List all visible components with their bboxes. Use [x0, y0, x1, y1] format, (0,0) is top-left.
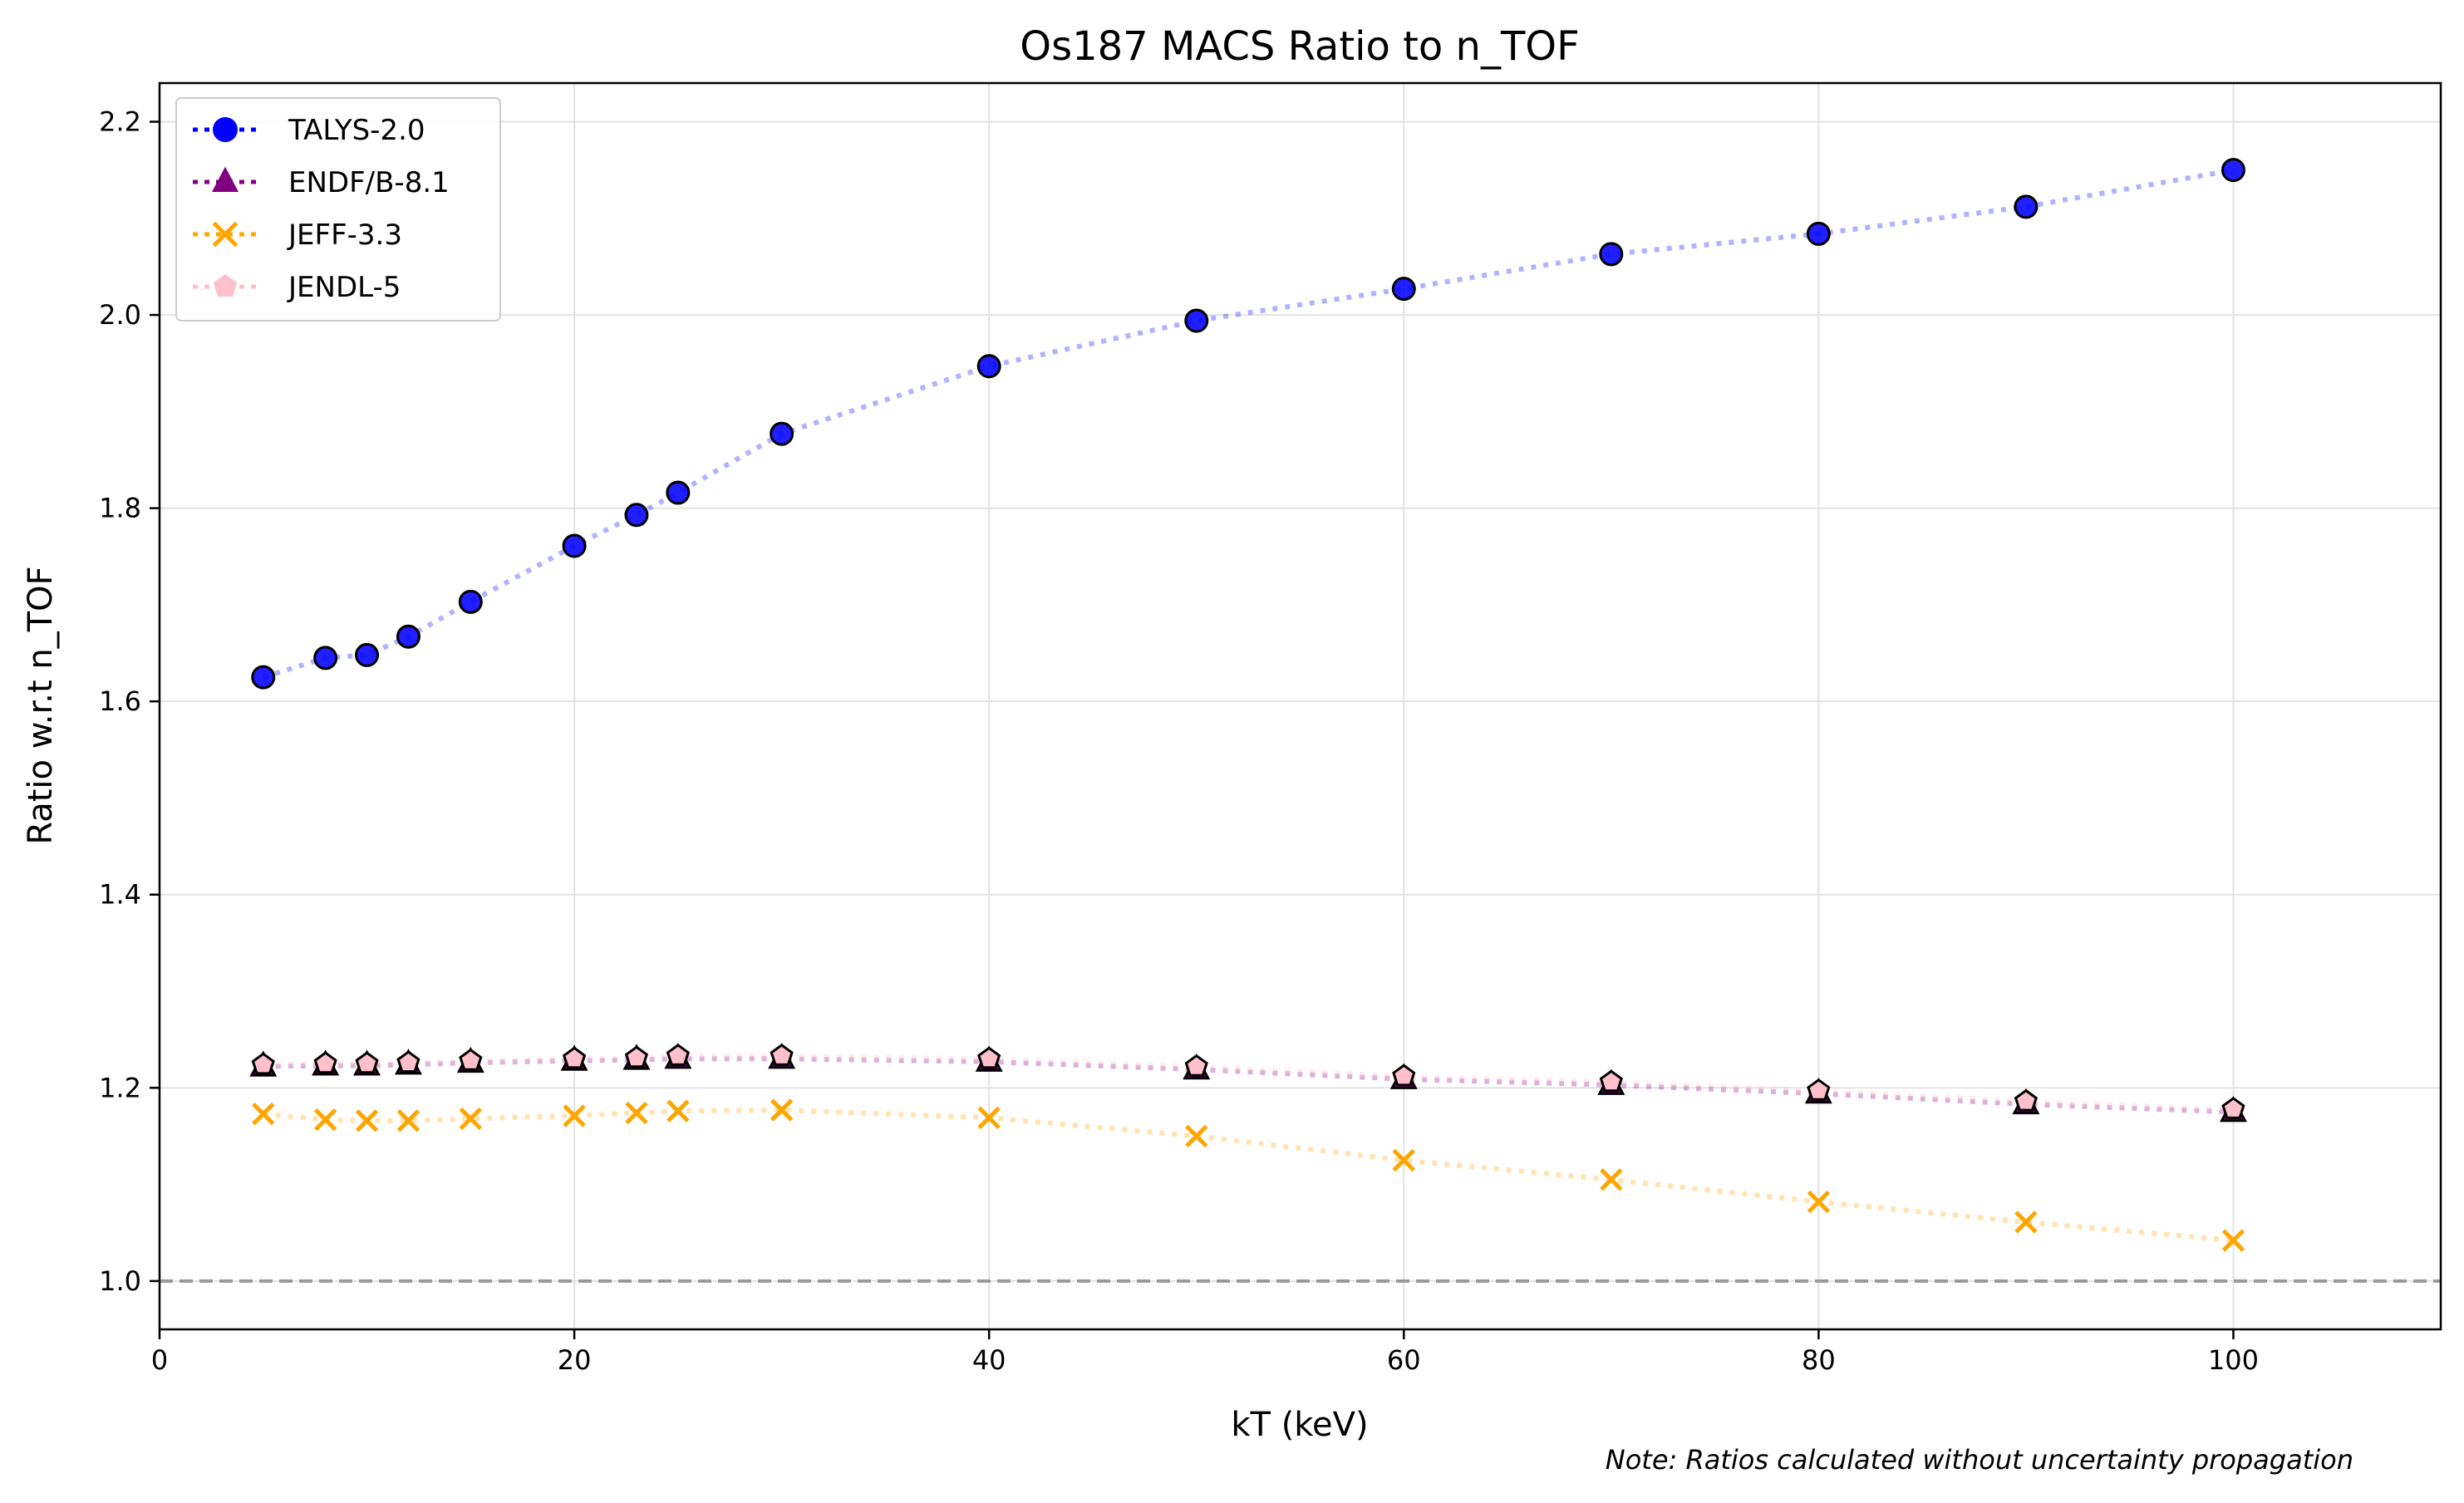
x-tick-label: 0	[151, 1344, 168, 1376]
y-tick-label: 1.0	[99, 1265, 141, 1297]
plot-frame	[158, 81, 2442, 1331]
data-point	[355, 1109, 379, 1132]
data-point	[624, 1045, 649, 1068]
y-tick-label: 1.2	[99, 1072, 141, 1103]
footnote-annotation: Note: Ratios calculated without uncertai…	[1606, 1444, 2353, 1476]
data-point	[770, 1044, 794, 1066]
chart-title: Os187 MACS Ratio to n_TOF	[1020, 23, 1579, 70]
data-point	[562, 1046, 587, 1069]
legend-marker	[212, 221, 239, 248]
data-point	[252, 1103, 275, 1126]
data-point	[355, 642, 380, 667]
data-point	[1184, 308, 1209, 333]
data-point	[459, 1107, 482, 1131]
legend-entry: TALYS-2.0	[193, 114, 425, 147]
x-axis-label: kT (keV)	[1231, 1406, 1368, 1444]
legend-entry: JEFF-3.3	[193, 219, 402, 252]
data-point	[770, 421, 794, 446]
series-line	[262, 167, 2235, 680]
legend-entry: JENDL-5	[193, 271, 401, 304]
data-point	[2221, 1097, 2245, 1119]
data-point	[666, 1099, 690, 1122]
legend-label: JEFF-3.3	[287, 219, 402, 252]
data-point	[1807, 1078, 1831, 1101]
data-point	[562, 533, 587, 558]
data-point	[2221, 1229, 2245, 1252]
data-point	[1806, 221, 1831, 246]
x-tick-label: 40	[972, 1344, 1006, 1376]
legend-box	[175, 97, 501, 322]
data-point	[976, 354, 1001, 379]
data-point	[459, 1048, 483, 1071]
data-point	[396, 1050, 421, 1073]
y-axis-label: Ratio w.r.t n_TOF	[22, 566, 60, 844]
data-point	[251, 665, 276, 690]
data-point	[1599, 1069, 1623, 1093]
ticks: 0 20 40 60 80 100 1.0 1.2 1.4 1.6 1.8 2.0 2.2	[99, 106, 2259, 1376]
x-tick-label: 80	[1802, 1344, 1836, 1376]
y-tick-label: 1.4	[99, 879, 141, 911]
data-point	[2014, 1088, 2039, 1112]
data-point	[458, 589, 483, 614]
y-tick-label: 1.6	[99, 685, 141, 717]
legend-label: ENDF/B-8.1	[288, 166, 450, 199]
y-tick-label: 2.0	[99, 299, 141, 331]
legend-entry: ENDF/B-8.1	[193, 166, 450, 199]
legend-label: JENDL-5	[287, 271, 401, 304]
data-point	[625, 1101, 648, 1125]
legend-marker	[213, 117, 238, 142]
data-point	[770, 1098, 794, 1122]
data-point	[563, 1104, 586, 1127]
data-point	[1391, 277, 1416, 302]
axes	[158, 81, 2442, 1331]
series-layer	[249, 158, 2247, 1252]
data-point	[2014, 1211, 2038, 1234]
data-point	[1392, 1063, 1416, 1087]
legend-marker	[213, 274, 238, 297]
data-point	[396, 1109, 421, 1132]
x-tick-label: 20	[558, 1344, 592, 1376]
data-point	[1392, 1148, 1415, 1172]
series-jendl-5	[251, 1044, 2245, 1119]
data-point	[355, 1051, 379, 1074]
x-tick-label: 100	[2208, 1344, 2259, 1376]
data-point	[313, 1108, 337, 1132]
data-point	[1600, 1168, 1623, 1191]
data-point	[313, 646, 338, 670]
y-tick-label: 2.2	[99, 106, 141, 138]
series-talys-2-0	[251, 158, 2245, 690]
data-point	[2221, 158, 2245, 183]
legend: TALYS-2.0 ENDF/B-8.1 JEFF-3.3 JENDL-5	[175, 97, 501, 322]
data-point	[1184, 1054, 1208, 1077]
data-point	[624, 503, 649, 528]
x-tick-label: 60	[1387, 1344, 1421, 1376]
series-line	[263, 1107, 2234, 1243]
y-tick-label: 1.8	[99, 493, 141, 524]
series-jeff-3-3	[252, 1098, 2245, 1252]
data-point	[1599, 242, 1624, 267]
data-point	[977, 1106, 1001, 1130]
legend-label: TALYS-2.0	[288, 114, 425, 147]
data-point	[313, 1051, 337, 1074]
data-point	[2014, 194, 2039, 219]
legend-marker	[212, 166, 239, 192]
data-point	[396, 624, 421, 649]
data-point	[251, 1052, 275, 1075]
data-point	[977, 1046, 1001, 1069]
data-point	[666, 1044, 690, 1066]
data-point	[1807, 1190, 1831, 1214]
data-point	[1185, 1124, 1208, 1148]
data-point	[666, 480, 691, 505]
